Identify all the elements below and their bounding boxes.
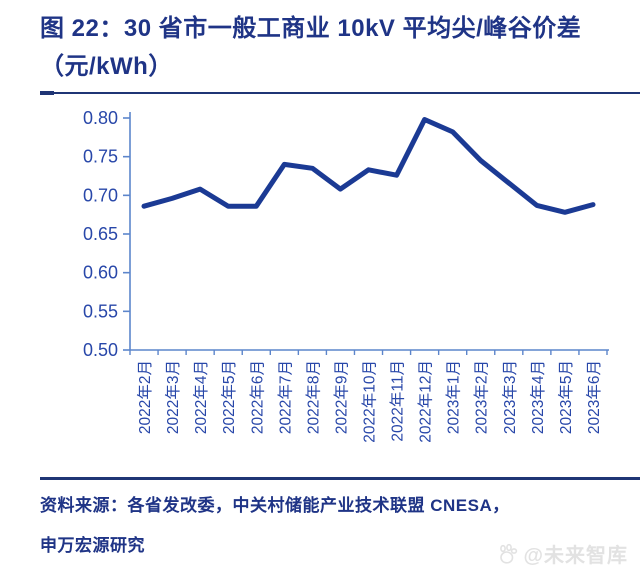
watermark: @未来智库 <box>496 539 628 568</box>
figure-title-line2: （元/kWh） <box>40 53 173 80</box>
x-tick-label: 2022年6月 <box>248 360 266 434</box>
x-tick-label: 2022年12月 <box>417 360 435 443</box>
title-divider-end <box>40 91 54 95</box>
x-tick-label: 2023年4月 <box>529 360 547 434</box>
x-tick-label: 2023年6月 <box>585 360 603 434</box>
source-note-line2: 申万宏源研究 <box>40 536 145 555</box>
price-gap-series-line <box>141 117 596 215</box>
y-tick-label: 0.80 <box>83 108 118 128</box>
source-note: 资料来源：各省发改委，中关村储能产业技术联盟 CNESA， 申万宏源研究 <box>40 486 600 566</box>
y-tick-label: 0.50 <box>83 340 118 360</box>
x-tick-label: 2023年1月 <box>445 360 463 434</box>
y-tick-label: 0.60 <box>83 263 118 283</box>
paw-icon <box>500 543 518 564</box>
x-tick-label: 2022年2月 <box>136 360 154 434</box>
x-tick-label: 2022年3月 <box>164 360 182 434</box>
x-tick-label: 2022年11月 <box>389 360 407 442</box>
y-tick-label: 0.70 <box>83 185 118 205</box>
x-tick-label: 2022年4月 <box>192 360 210 434</box>
x-tick-label: 2022年9月 <box>332 360 350 434</box>
x-tick-label: 2022年8月 <box>304 360 322 434</box>
y-tick-label: 0.65 <box>83 224 118 244</box>
source-note-line1: 资料来源：各省发改委，中关村储能产业技术联盟 CNESA， <box>40 496 510 515</box>
figure-title: 图 22：30 省市一般工商业 10kV 平均尖/峰谷价差 （元/kWh） <box>40 10 625 86</box>
x-tick-label: 2022年10月 <box>361 360 379 443</box>
y-tick-label: 0.55 <box>83 301 118 321</box>
price-gap-line-chart: 0.50 0.55 0.60 0.65 0.70 0.75 0.80 2022年2月 2022年… <box>83 108 609 443</box>
figure-title-line1: 图 22：30 省市一般工商业 10kV 平均尖/峰谷价差 <box>40 15 582 42</box>
x-tick-label: 2023年3月 <box>501 360 519 434</box>
x-tick-label: 2022年7月 <box>276 360 294 434</box>
source-divider <box>40 477 640 480</box>
x-tick-label: 2022年5月 <box>220 360 238 434</box>
x-tick-label: 2023年5月 <box>557 360 575 434</box>
y-tick-label: 0.75 <box>83 147 118 167</box>
title-divider <box>40 91 640 95</box>
watermark-text: @未来智库 <box>523 545 628 567</box>
x-tick-label: 2023年2月 <box>473 360 491 434</box>
chart-area: 0.50 0.55 0.60 0.65 0.70 0.75 0.80 2022年2月 2022年… <box>0 100 640 468</box>
